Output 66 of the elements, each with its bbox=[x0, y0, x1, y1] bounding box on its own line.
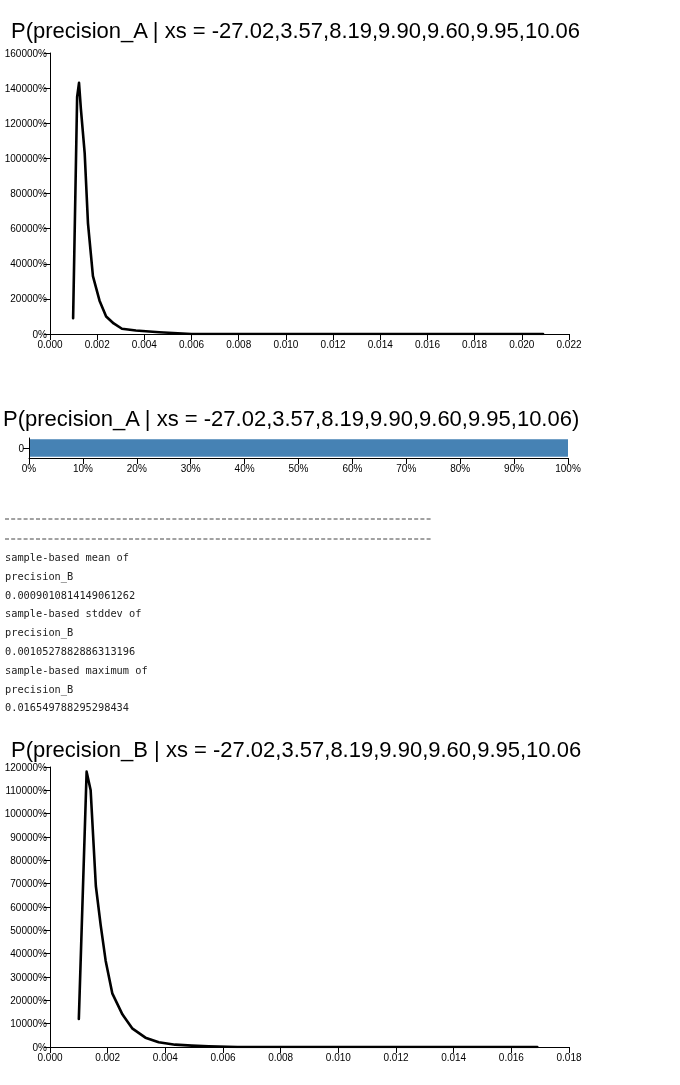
y-tick-label: 0% bbox=[32, 328, 48, 340]
x-tick-label: 0.000 bbox=[37, 338, 63, 350]
y-tick-label: 110000% bbox=[5, 784, 48, 796]
chart-title: P(precision_A | xs = -27.02,3.57,8.19,9.90,9.60,9.95,10.06) bbox=[3, 405, 580, 431]
text: precision_B bbox=[5, 681, 74, 696]
x-tick-label: 100% bbox=[555, 462, 581, 474]
x-tick-label: 70% bbox=[396, 462, 417, 474]
x-tick-label: 0.000 bbox=[37, 1051, 63, 1063]
x-tick-label: 0.010 bbox=[325, 1051, 352, 1063]
x-tick-label: 50% bbox=[288, 462, 309, 474]
y-tick-label: 120000% bbox=[4, 117, 48, 129]
y-tick-label: 100000% bbox=[4, 808, 48, 820]
y-tick-label: 120000% bbox=[4, 761, 48, 773]
x-tick-label: 0.012 bbox=[383, 1051, 409, 1063]
y-tick-label: 30000% bbox=[10, 971, 48, 983]
x-tick-label: 80% bbox=[450, 462, 471, 474]
x-tick-label: 90% bbox=[504, 462, 525, 474]
x-tick-label: 0.006 bbox=[179, 338, 205, 350]
y-tick-label: 80000% bbox=[10, 854, 48, 866]
text: sample-based maximum of bbox=[5, 662, 148, 677]
text: precision_B bbox=[5, 625, 74, 640]
y-tick-label: 60000% bbox=[10, 223, 48, 235]
x-tick-label: 0.008 bbox=[268, 1051, 294, 1063]
y-tick-label: 40000% bbox=[10, 948, 48, 960]
x-tick-label: 0.014 bbox=[367, 338, 394, 350]
y-tick-label: 90000% bbox=[10, 831, 48, 843]
y-tick-label: 60000% bbox=[10, 901, 48, 913]
x-tick-label: 0.020 bbox=[509, 338, 535, 350]
x-tick-label: 0.008 bbox=[226, 338, 252, 350]
x-tick-label: 0.014 bbox=[441, 1051, 467, 1063]
text: sample-based mean of bbox=[5, 550, 129, 564]
text: 0.016549788295298434 bbox=[5, 700, 129, 715]
y-tick-label: 10000% bbox=[10, 1018, 48, 1030]
x-tick-label: 0.018 bbox=[462, 338, 488, 350]
x-tick-label: 0.016 bbox=[498, 1051, 525, 1063]
x-tick-label: 60% bbox=[342, 462, 363, 474]
y-tick-label: 40000% bbox=[10, 258, 48, 270]
y-tick-label: 160000% bbox=[4, 47, 48, 59]
chart-title: P(precision_B | xs = -27.02,3.57,8.19,9.90,9.60,9.95,10.06 bbox=[11, 736, 582, 762]
x-tick-label: 0.004 bbox=[152, 1051, 179, 1063]
x-tick-label: 40% bbox=[234, 462, 255, 474]
x-tick-label: 0.022 bbox=[556, 338, 582, 350]
text: 0.0010527882886313196 bbox=[5, 644, 136, 658]
text: sample-based stddev of bbox=[5, 606, 142, 621]
x-tick-label: 0.006 bbox=[210, 1051, 236, 1063]
chart-title: P(precision_A | xs = -27.02,3.57,8.19,9.90,9.60,9.95,10.06 bbox=[11, 17, 580, 43]
x-tick-label: 0.018 bbox=[556, 1051, 582, 1063]
x-tick-label: 0.004 bbox=[131, 338, 158, 350]
y-tick-label: 50000% bbox=[10, 924, 48, 936]
y-tick-label: 80000% bbox=[10, 188, 48, 199]
y-tick-label: 100000% bbox=[4, 152, 48, 164]
y-tick-label: 20000% bbox=[10, 994, 48, 1006]
x-tick-label: 10% bbox=[72, 462, 94, 474]
x-tick-label: 0.016 bbox=[414, 338, 441, 350]
x-tick-label: 30% bbox=[180, 462, 201, 474]
text: 0.0009010814149061262 bbox=[5, 587, 136, 602]
x-tick-label: 20% bbox=[126, 462, 147, 474]
x-tick-label: 0.012 bbox=[320, 338, 347, 350]
y-tick-label: 140000% bbox=[4, 82, 48, 94]
y-tick-label: 70000% bbox=[10, 878, 48, 890]
x-tick-label: 0.002 bbox=[84, 338, 111, 350]
x-tick-label: 0.002 bbox=[95, 1051, 121, 1063]
y-tick-label: 0% bbox=[32, 1041, 48, 1053]
x-tick-label: 0.010 bbox=[273, 338, 299, 350]
text: precision_B bbox=[5, 568, 74, 583]
y-tick-label: 20000% bbox=[10, 293, 48, 305]
